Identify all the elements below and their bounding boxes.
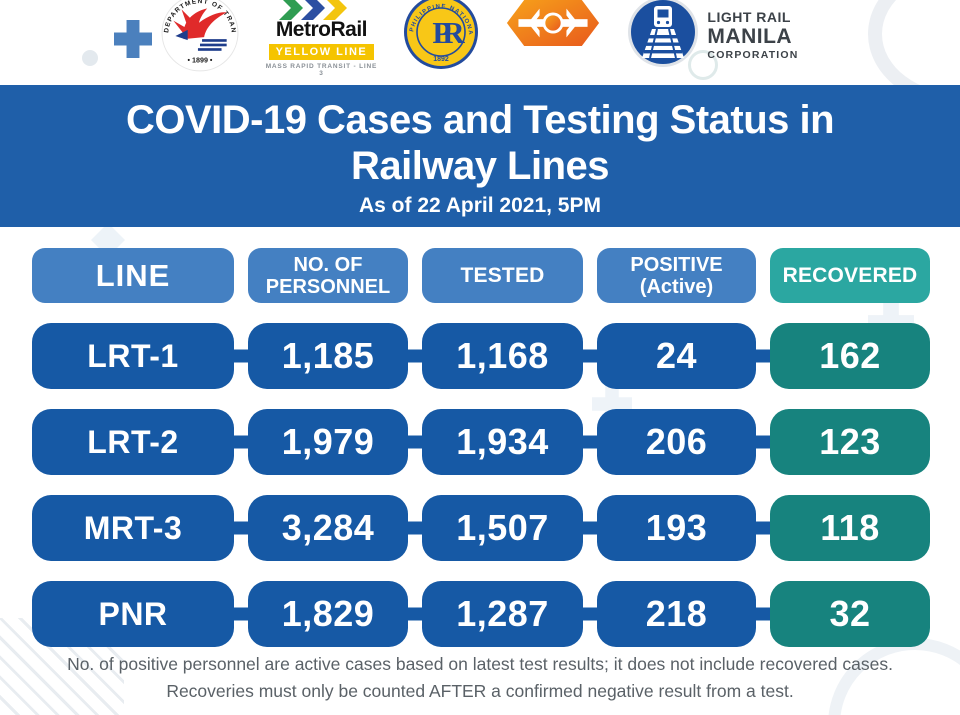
metrorail-subtitle: MASS RAPID TRANSIT - LINE 3 xyxy=(265,63,378,77)
cell-recovered: 162 xyxy=(770,323,930,389)
pnr-logo: PHILIPPINE NATIONAL RAILWAYS PR 1892 xyxy=(400,0,479,77)
title-banner: COVID-19 Cases and Testing Status in Rai… xyxy=(0,85,960,227)
lrmc-line2: MANILA xyxy=(707,25,793,48)
dotr-year-text: • 1899 • xyxy=(188,57,213,65)
dotr-seal-icon: DEPARTMENT OF TRANSPORTATION • 1899 • xyxy=(158,0,239,72)
metrorail-title: MetroRail xyxy=(275,18,368,41)
cell-personnel: 3,284 xyxy=(248,495,408,561)
lrmc-seal-icon xyxy=(628,0,699,67)
logo-strip: DEPARTMENT OF TRANSPORTATION • 1899 • Me… xyxy=(0,0,960,79)
metrorail-line-badge: YELLOW LINE xyxy=(268,44,375,60)
footnote-line1: No. of positive personnel are active cas… xyxy=(67,654,893,674)
header-tested: TESTED xyxy=(422,248,583,303)
lrmc-wordmark: LIGHT RAIL MANILA CORPORATION xyxy=(707,10,798,61)
page-subtitle: As of 22 April 2021, 5PM xyxy=(359,194,601,217)
lrmc-line3: CORPORATION xyxy=(707,49,799,61)
header-positive: POSITIVE (Active) xyxy=(597,248,756,303)
cell-personnel: 1,979 xyxy=(248,409,408,475)
metrorail-chevrons-icon xyxy=(279,0,348,20)
cell-positive: 24 xyxy=(597,323,756,389)
header-personnel: NO. OF PERSONNEL xyxy=(248,248,408,303)
cell-positive: 193 xyxy=(597,495,756,561)
page-title-line1: COVID-19 Cases and Testing Status in xyxy=(125,98,835,142)
lrmc-logo: LIGHT RAIL MANILA CORPORATION xyxy=(627,0,798,70)
cell-line: LRT-1 xyxy=(32,323,234,389)
lrmc-line1: LIGHT RAIL xyxy=(707,9,791,25)
cell-recovered: 123 xyxy=(770,409,930,475)
cell-personnel: 1,185 xyxy=(248,323,408,389)
lrt2-logo xyxy=(505,0,601,55)
header-recovered: RECOVERED xyxy=(770,248,930,303)
cell-tested: 1,934 xyxy=(422,409,583,475)
lrt2-arrow-icon xyxy=(507,0,600,47)
cell-tested: 1,287 xyxy=(422,581,583,647)
cell-line: PNR xyxy=(32,581,234,647)
cell-positive: 218 xyxy=(597,581,756,647)
metrorail-logo: MetroRail YELLOW LINE MASS RAPID TRANSIT… xyxy=(265,0,377,77)
cell-tested: 1,507 xyxy=(422,495,583,561)
covid-status-table: LINE NO. OF PERSONNEL TESTED POSITIVE (A… xyxy=(32,248,930,647)
dotr-logo: DEPARTMENT OF TRANSPORTATION • 1899 • xyxy=(158,0,239,79)
cell-tested: 1,168 xyxy=(422,323,583,389)
header-line: LINE xyxy=(32,248,234,303)
footnote: No. of positive personnel are active cas… xyxy=(0,651,960,705)
cell-positive: 206 xyxy=(597,409,756,475)
cell-personnel: 1,829 xyxy=(248,581,408,647)
pnr-year-text: 1892 xyxy=(434,56,450,63)
cell-recovered: 118 xyxy=(770,495,930,561)
cell-line: LRT-2 xyxy=(32,409,234,475)
footnote-line2: Recoveries must only be counted AFTER a … xyxy=(166,681,794,701)
cell-line: MRT-3 xyxy=(32,495,234,561)
page-title-line2: Railway Lines xyxy=(350,144,610,188)
pnr-seal-icon: PHILIPPINE NATIONAL RAILWAYS PR 1892 xyxy=(400,0,479,69)
cell-recovered: 32 xyxy=(770,581,930,647)
